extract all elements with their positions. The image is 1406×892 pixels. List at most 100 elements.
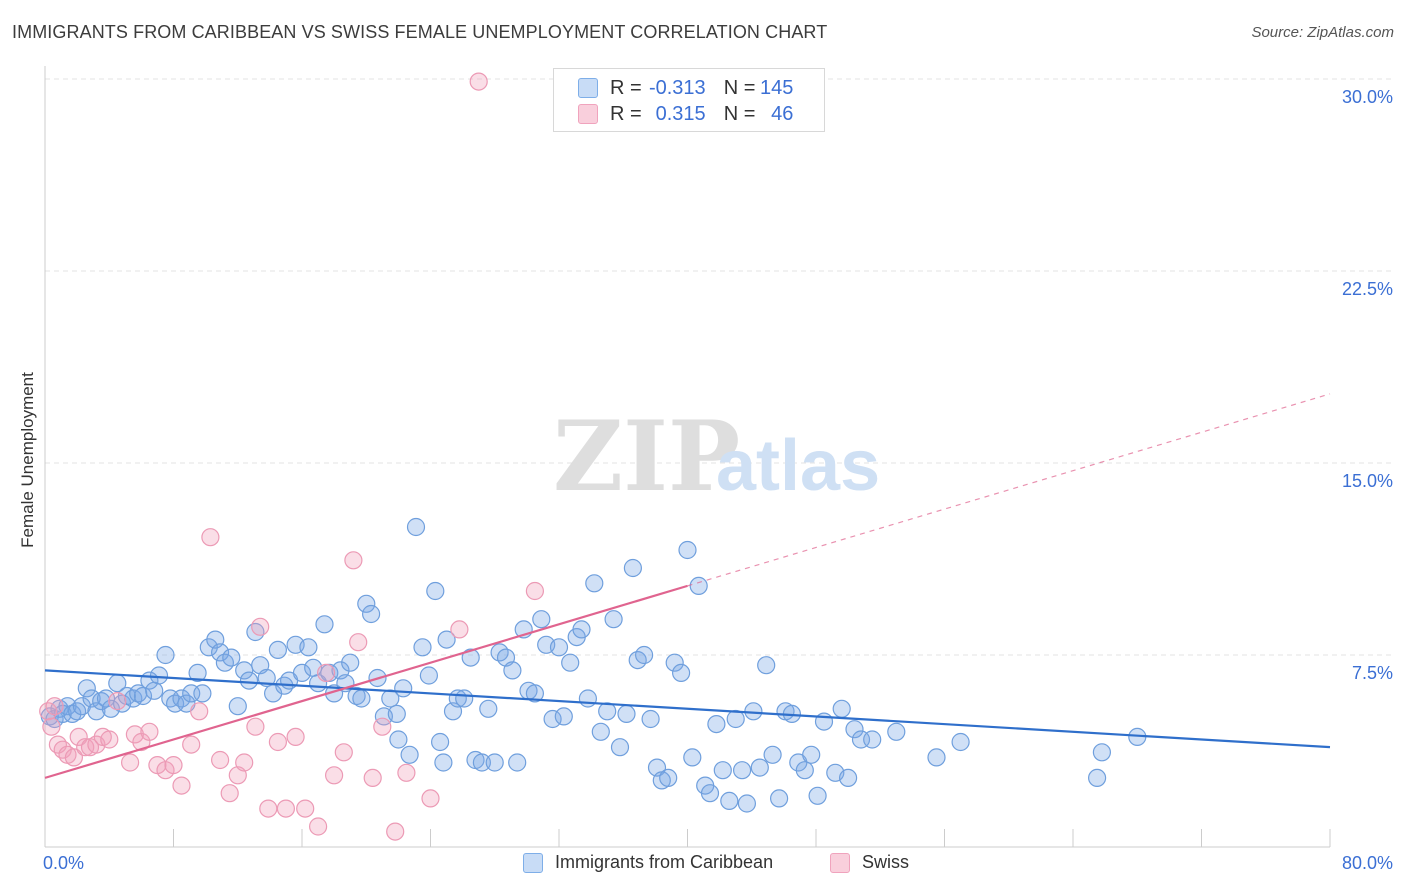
n-label: N = bbox=[723, 76, 756, 99]
data-point-caribbean bbox=[400, 745, 419, 764]
legend-item-caribbean[interactable]: Immigrants from Caribbean bbox=[523, 852, 773, 873]
legend-item-swiss[interactable]: Swiss bbox=[830, 852, 909, 873]
data-point-caribbean bbox=[419, 666, 438, 685]
y-tick-label: 30.0% bbox=[1342, 87, 1393, 107]
data-point-swiss bbox=[286, 727, 305, 747]
data-point-caribbean bbox=[479, 699, 498, 718]
data-point-swiss bbox=[325, 766, 344, 785]
data-point-swiss bbox=[363, 768, 382, 788]
data-point-swiss bbox=[259, 799, 278, 818]
data-point-caribbean bbox=[700, 784, 720, 803]
data-point-swiss bbox=[125, 725, 144, 744]
data-point-caribbean bbox=[315, 615, 334, 634]
y-tick-label: 22.5% bbox=[1342, 279, 1393, 299]
y-tick-label: 7.5% bbox=[1352, 663, 1393, 683]
data-point-caribbean bbox=[757, 656, 776, 675]
data-point-swiss bbox=[45, 697, 64, 716]
data-point-swiss bbox=[268, 732, 287, 752]
data-point-caribbean bbox=[268, 640, 287, 660]
watermark-zip: ZIP bbox=[553, 400, 740, 513]
data-point-swiss bbox=[421, 789, 440, 808]
data-point-caribbean bbox=[671, 663, 691, 683]
n-value: 145 bbox=[760, 76, 794, 99]
data-point-caribbean bbox=[387, 704, 406, 724]
data-point-caribbean bbox=[362, 604, 381, 624]
data-point-caribbean bbox=[863, 730, 882, 749]
data-point-caribbean bbox=[389, 730, 408, 749]
data-point-swiss bbox=[296, 799, 315, 818]
data-point-caribbean bbox=[1087, 768, 1107, 788]
data-point-caribbean bbox=[92, 691, 111, 711]
data-point-caribbean bbox=[257, 668, 276, 688]
r-value: 0.315 bbox=[655, 102, 706, 125]
data-point-caribbean bbox=[156, 645, 175, 665]
data-point-caribbean bbox=[769, 789, 789, 808]
data-point-caribbean bbox=[726, 709, 745, 729]
data-point-swiss bbox=[172, 776, 191, 795]
data-point-caribbean bbox=[927, 748, 946, 767]
data-point-swiss bbox=[121, 753, 140, 772]
watermark-atlas: atlas bbox=[716, 426, 880, 506]
data-point-swiss bbox=[108, 691, 127, 711]
data-point-caribbean bbox=[1092, 743, 1112, 762]
data-point-caribbean bbox=[604, 610, 623, 629]
data-point-swiss bbox=[64, 748, 84, 767]
tick-labels: 7.5% 15.0% 22.5% 30.0% 0.0% 80.0% bbox=[43, 87, 1393, 873]
data-point-caribbean bbox=[610, 738, 630, 757]
stats-row-swiss: R = 0.315 N = 46 bbox=[578, 102, 793, 126]
data-point-swiss bbox=[190, 702, 209, 721]
x-tick-label: 80.0% bbox=[1342, 853, 1393, 873]
data-point-caribbean bbox=[623, 558, 643, 578]
data-point-swiss bbox=[100, 730, 119, 749]
trend-line-swiss-extension bbox=[687, 393, 1331, 587]
data-point-swiss bbox=[246, 717, 265, 736]
data-point-caribbean bbox=[598, 702, 617, 721]
data-point-caribbean bbox=[292, 663, 312, 683]
n-value: 46 bbox=[771, 102, 794, 125]
data-point-caribbean bbox=[591, 722, 610, 741]
data-point-caribbean bbox=[77, 679, 96, 698]
data-point-swiss bbox=[251, 617, 270, 636]
data-point-caribbean bbox=[172, 689, 191, 708]
legend-label-swiss: Swiss bbox=[862, 852, 910, 872]
data-point-caribbean bbox=[239, 671, 259, 690]
data-point-caribbean bbox=[720, 791, 739, 811]
trend-lines bbox=[44, 393, 1331, 779]
data-point-caribbean bbox=[87, 702, 106, 721]
axes bbox=[44, 66, 1331, 848]
data-point-caribbean bbox=[543, 709, 562, 729]
data-point-caribbean bbox=[665, 653, 684, 672]
legend-swatch-swiss bbox=[578, 104, 598, 124]
data-point-caribbean bbox=[145, 681, 164, 700]
data-point-caribbean bbox=[887, 722, 906, 741]
data-point-caribbean bbox=[347, 686, 366, 706]
data-point-swiss bbox=[276, 799, 295, 818]
data-point-caribbean bbox=[63, 704, 82, 724]
data-point-swiss bbox=[182, 735, 201, 754]
data-point-caribbean bbox=[426, 581, 445, 601]
data-point-caribbean bbox=[222, 648, 241, 667]
data-point-caribbean bbox=[532, 610, 551, 629]
data-point-swiss bbox=[76, 738, 95, 757]
data-point-caribbean bbox=[795, 761, 814, 780]
data-point-caribbean bbox=[641, 709, 660, 729]
data-point-swiss bbox=[349, 633, 368, 652]
stats-row-caribbean: R = -0.313 N = 145 bbox=[578, 76, 793, 100]
data-point-caribbean bbox=[299, 638, 318, 657]
data-point-caribbean bbox=[678, 540, 697, 560]
data-point-caribbean bbox=[659, 768, 678, 788]
data-point-caribbean bbox=[578, 689, 598, 708]
data-point-caribbean bbox=[485, 753, 504, 772]
data-point-caribbean bbox=[461, 648, 480, 667]
data-point-swiss bbox=[469, 72, 488, 91]
data-point-swiss bbox=[69, 727, 88, 747]
data-point-swiss bbox=[201, 528, 220, 547]
legend-swatch-caribbean bbox=[523, 852, 543, 873]
data-point-swiss bbox=[334, 743, 353, 762]
x-tick-label: 0.0% bbox=[43, 853, 84, 873]
data-point-caribbean bbox=[763, 745, 782, 764]
data-point-swiss bbox=[164, 755, 183, 775]
y-tick-label: 15.0% bbox=[1342, 471, 1393, 491]
